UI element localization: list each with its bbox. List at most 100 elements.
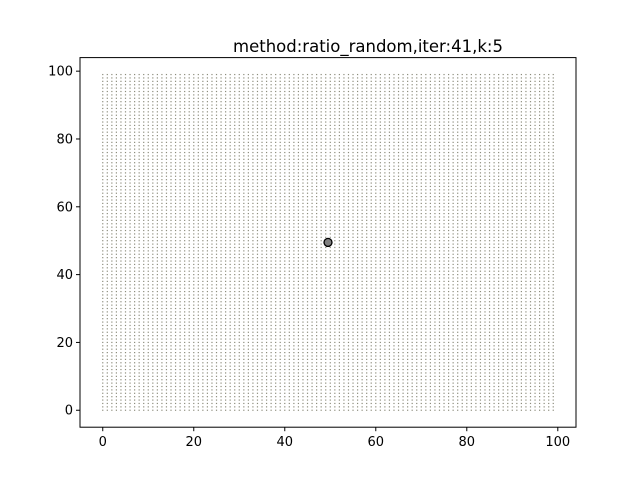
grid-point [311,131,313,133]
grid-point [325,263,327,266]
grid-point [170,77,172,79]
grid-point [184,260,186,262]
grid-point [270,134,272,137]
grid-point [211,233,213,235]
grid-point [279,365,281,367]
grid-point [311,73,313,76]
grid-point [161,80,163,82]
grid-point [193,185,195,188]
grid-point [193,243,195,245]
grid-point [316,260,318,262]
grid-point [106,240,108,242]
grid-point [147,284,149,286]
grid-point [275,396,277,398]
grid-point [147,111,149,113]
grid-point [165,223,168,225]
grid-point [106,406,108,408]
grid-point [120,168,122,171]
grid-point [261,321,263,323]
grid-point [188,318,190,320]
grid-point [215,368,218,371]
grid-point [170,260,172,262]
grid-point [288,260,290,262]
grid-point [316,399,318,401]
grid-point [316,396,318,398]
grid-point [206,236,209,238]
grid-point [129,182,131,184]
grid-point [129,318,131,320]
grid-point [129,331,131,333]
grid-point [147,206,149,208]
grid-point [111,165,113,167]
grid-point [225,250,227,252]
grid-point [115,226,117,228]
grid-point [152,246,154,249]
grid-point [102,131,104,133]
grid-point [302,151,304,154]
grid-point [220,250,222,252]
grid-point [124,355,127,357]
grid-point [179,172,181,174]
grid-point [243,128,245,130]
grid-point [111,189,113,191]
grid-point [179,240,181,242]
grid-point [138,101,140,103]
grid-point [129,372,131,374]
grid-point [165,321,168,323]
grid-point [265,263,268,266]
grid-point [284,385,286,388]
grid-point [265,118,268,120]
grid-point [179,263,181,266]
grid-point [279,389,281,391]
grid-point [256,84,259,86]
grid-point [302,328,304,330]
grid-point [152,148,154,150]
grid-point [156,328,158,330]
grid-point [120,297,122,299]
grid-point [220,392,222,394]
grid-point [256,362,259,364]
grid-point [288,284,290,286]
grid-point [120,175,122,177]
grid-point [165,87,168,89]
grid-point [270,226,272,228]
grid-point [115,301,117,303]
grid-point [238,134,240,137]
grid-point [102,352,104,354]
grid-point [243,141,245,143]
grid-point [179,402,181,405]
grid-point [197,87,199,89]
grid-point [206,362,209,364]
grid-point [256,277,259,279]
grid-point [193,104,195,106]
grid-point [243,182,245,184]
grid-point [111,101,113,103]
grid-point [302,392,304,394]
grid-point [179,399,181,401]
grid-point [238,182,240,184]
grid-point [284,250,286,252]
grid-point [325,219,327,221]
grid-point [311,304,313,306]
grid-point [293,280,295,282]
grid-point [270,94,272,96]
grid-point [311,385,313,388]
grid-point [238,223,240,225]
grid-point [220,101,222,103]
grid-point [170,131,172,133]
grid-point [161,338,163,340]
grid-point [275,331,277,333]
grid-point [211,274,213,276]
grid-point [316,172,318,174]
grid-point [279,318,281,320]
grid-point [197,260,199,262]
grid-point [202,145,204,147]
grid-point [120,206,122,208]
grid-point [256,396,259,398]
grid-point [320,209,322,211]
grid-point [252,229,254,232]
grid-point [184,182,186,184]
grid-point [247,192,249,194]
grid-point [279,162,281,164]
grid-point [275,321,277,323]
